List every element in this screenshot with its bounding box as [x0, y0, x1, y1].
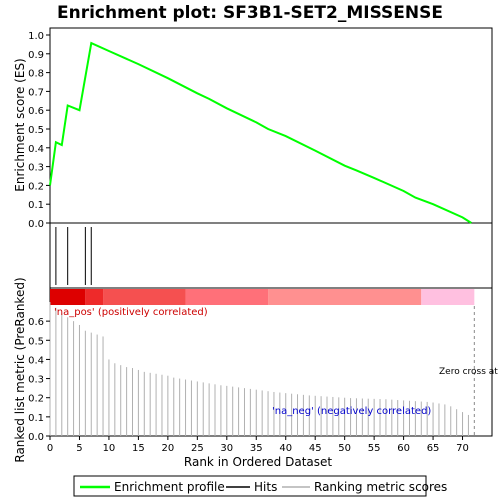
color-band: [85, 289, 104, 305]
color-band: [268, 289, 422, 305]
es-y-axis: 0.0 0.1 0.2 0.3 0.4 0.5 0.6 0.7 0.8 0.9 1.0: [28, 31, 50, 230]
x-tick-label: 0: [47, 443, 53, 454]
x-tick-label: 40: [279, 443, 292, 454]
legend-metric-label: Ranking metric scores: [314, 480, 447, 494]
x-tick-label: 50: [338, 443, 351, 454]
hits-group: [55, 227, 92, 285]
es-y-tick-label: 0.3: [28, 163, 44, 174]
x-tick-label: 25: [191, 443, 204, 454]
es-y-label: Enrichment score (ES): [13, 58, 27, 191]
legend: Enrichment profile Hits Ranking metric s…: [73, 475, 447, 497]
x-tick-label: 35: [250, 443, 263, 454]
enrichment-profile-line: [49, 41, 472, 224]
metric-y-tick-label: 0.0: [28, 432, 44, 443]
color-bands: [50, 289, 475, 305]
color-band: [103, 289, 186, 305]
legend-enrichment-label: Enrichment profile: [114, 480, 225, 494]
es-y-tick-label: 0.8: [28, 69, 44, 80]
x-tick-label: 15: [132, 443, 145, 454]
es-y-tick-label: 0.7: [28, 87, 44, 98]
chart-title: Enrichment plot: SF3B1-SET2_MISSENSE: [57, 3, 443, 23]
x-tick-label: 60: [397, 443, 410, 454]
x-tick-label: 5: [76, 443, 82, 454]
metric-y-tick-label: 0.1: [28, 413, 44, 424]
es-y-tick-label: 0.0: [28, 219, 44, 230]
es-y-tick-label: 0.1: [28, 200, 44, 211]
es-plot-frame: [49, 27, 493, 224]
legend-hits-label: Hits: [254, 480, 277, 494]
color-band: [50, 289, 86, 305]
metric-y-tick-label: 0.5: [28, 336, 44, 347]
es-y-tick-label: 0.6: [28, 106, 44, 117]
metric-y-tick-label: 0.3: [28, 375, 44, 386]
x-tick-label: 70: [456, 443, 469, 454]
x-axis: 0 5 10 15 20 25 30 35 40 45 50 55 60 65 70: [47, 436, 469, 454]
es-y-tick-label: 0.5: [28, 125, 44, 136]
metric-bars: [49, 302, 475, 436]
metric-y-tick-label: 0.2: [28, 394, 44, 405]
es-y-tick-label: 1.0: [28, 31, 44, 42]
color-band: [421, 289, 475, 305]
x-tick-label: 65: [427, 443, 440, 454]
zero-cross-annotation: Zero cross at 72: [439, 367, 500, 377]
x-tick-label: 30: [220, 443, 233, 454]
es-y-tick-label: 0.9: [28, 50, 44, 61]
metric-y-tick-label: 0.6: [28, 317, 44, 328]
pos-annotation: 'na_pos' (positively correlated): [54, 307, 208, 318]
es-y-tick-label: 0.4: [28, 144, 44, 155]
x-tick-label: 55: [368, 443, 381, 454]
es-series: [49, 41, 472, 224]
hits-frame: [49, 222, 493, 289]
x-tick-label: 45: [309, 443, 322, 454]
es-y-tick-label: 0.2: [28, 181, 44, 192]
metric-y-tick-label: 0.4: [28, 355, 44, 366]
x-tick-label: 20: [161, 443, 174, 454]
x-axis-label: Rank in Ordered Dataset: [184, 455, 332, 469]
legend-box: [73, 475, 427, 497]
metric-y-axis: 0.0 0.1 0.2 0.3 0.4 0.5 0.6: [28, 317, 50, 443]
neg-annotation: 'na_neg' (negatively correlated): [272, 406, 431, 417]
color-band: [185, 289, 269, 305]
x-tick-label: 10: [103, 443, 116, 454]
metric-y-label: Ranked list metric (PreRanked): [13, 277, 27, 462]
